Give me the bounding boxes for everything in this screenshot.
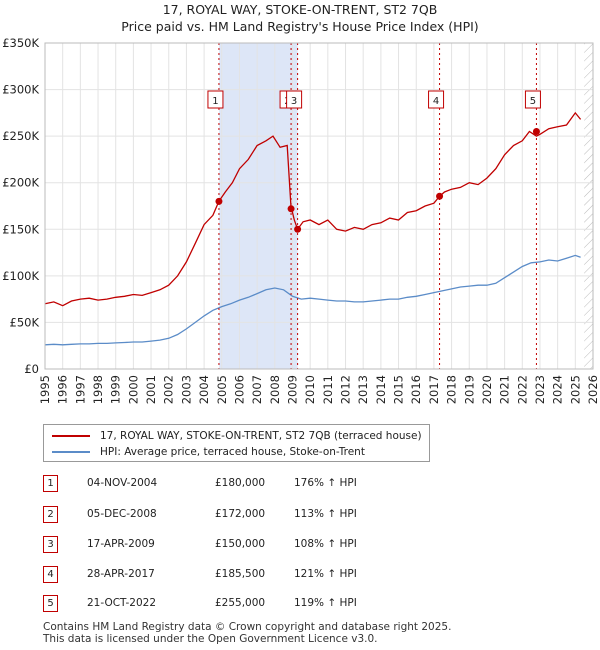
sale-number-badge: 2 [43, 506, 58, 523]
y-tick-label: £350K [2, 36, 39, 50]
sale-hpi-change: 176% ↑ HPI [294, 477, 357, 489]
legend-item-property: 17, ROYAL WAY, STOKE-ON-TRENT, ST2 7QB (… [52, 428, 422, 444]
y-tick-label: £200K [2, 176, 39, 190]
x-tick-label: 1996 [56, 375, 70, 404]
sale-price: £255,000 [215, 597, 266, 609]
x-tick-label: 2001 [144, 375, 158, 404]
x-tick-label: 2011 [321, 375, 335, 404]
sale-hpi-change: 113% ↑ HPI [294, 508, 357, 520]
x-tick-label: 2025 [568, 375, 582, 404]
x-tick-label: 2003 [179, 375, 193, 404]
table-row: 1 04-NOV-2004 £180,000 176% ↑ HPI [43, 475, 463, 495]
legend-label-hpi: HPI: Average price, terraced house, Stok… [100, 446, 365, 458]
sale-point [436, 192, 444, 200]
sale-date: 04-NOV-2004 [87, 477, 158, 489]
sale-number-badge: 1 [43, 475, 58, 492]
sale-number-badge: 5 [43, 595, 58, 612]
y-tick-label: £50K [10, 315, 40, 329]
sale-price: £150,000 [215, 538, 266, 550]
x-tick-label: 2017 [427, 375, 441, 404]
sale-date: 21-OCT-2022 [87, 597, 156, 609]
table-row: 4 28-APR-2017 £185,500 121% ↑ HPI [43, 566, 463, 586]
table-row: 3 17-APR-2009 £150,000 108% ↑ HPI [43, 536, 463, 556]
x-tick-label: 2020 [480, 375, 494, 404]
x-tick-label: 1995 [38, 375, 52, 404]
sale-label-box [428, 90, 445, 109]
sale-label-box [524, 90, 541, 109]
sale-label: 4 [433, 96, 439, 107]
sale-point [532, 127, 540, 135]
table-row: 2 05-DEC-2008 £172,000 113% ↑ HPI [43, 506, 463, 526]
sale-point [215, 197, 223, 205]
x-tick-label: 2019 [462, 375, 476, 404]
sale-label: 3 [291, 96, 297, 107]
sale-hpi-change: 108% ↑ HPI [294, 538, 357, 550]
x-tick-label: 1998 [91, 375, 105, 404]
x-tick-label: 2009 [285, 375, 299, 404]
footer-line-copyright: Contains HM Land Registry data © Crown c… [43, 621, 452, 633]
x-tick-label: 1997 [73, 375, 87, 404]
sale-hpi-change: 121% ↑ HPI [294, 568, 357, 580]
legend-swatch-hpi [52, 451, 90, 453]
sale-point [287, 205, 295, 213]
sale-number-badge: 4 [43, 566, 58, 583]
chart-subtitle: Price paid vs. HM Land Registry's House … [121, 19, 478, 34]
plot-border [44, 42, 594, 370]
legend-swatch-property [52, 435, 90, 437]
y-tick-label: £150K [2, 222, 39, 236]
x-tick-label: 2015 [392, 375, 406, 404]
x-tick-label: 2006 [232, 375, 246, 404]
x-tick-label: 2021 [498, 375, 512, 404]
x-tick-label: 2026 [586, 375, 600, 404]
x-tick-label: 1999 [109, 375, 123, 404]
chart-title: 17, ROYAL WAY, STOKE-ON-TRENT, ST2 7QB [163, 2, 438, 17]
x-tick-label: 2002 [162, 375, 176, 404]
x-tick-label: 2007 [250, 375, 264, 404]
y-tick-label: £0 [24, 362, 39, 376]
sale-point [294, 225, 302, 233]
y-tick-label: £100K [2, 269, 39, 283]
property-series-line [44, 111, 582, 307]
future-hatch [584, 43, 593, 369]
legend-label-property: 17, ROYAL WAY, STOKE-ON-TRENT, ST2 7QB (… [100, 430, 422, 442]
plot-area [45, 43, 593, 369]
x-tick-label: 2005 [215, 375, 229, 404]
x-tick-label: 2010 [303, 375, 317, 404]
sale-date: 28-APR-2017 [87, 568, 155, 580]
sale-hpi-change: 119% ↑ HPI [294, 597, 357, 609]
sale-date: 17-APR-2009 [87, 538, 155, 550]
sale-date: 05-DEC-2008 [87, 508, 157, 520]
x-tick-label: 2012 [339, 375, 353, 404]
x-tick-label: 2018 [445, 375, 459, 404]
x-tick-label: 2024 [551, 375, 565, 404]
sale-price: £180,000 [215, 477, 266, 489]
x-tick-label: 2023 [533, 375, 547, 404]
x-tick-label: 2004 [197, 375, 211, 404]
price-chart: 17, ROYAL WAY, STOKE-ON-TRENT, ST2 7QB P… [2, 2, 600, 404]
y-tick-label: £250K [2, 129, 39, 143]
x-tick-label: 2022 [515, 375, 529, 404]
x-tick-label: 2000 [126, 375, 140, 404]
legend-item-hpi: HPI: Average price, terraced house, Stok… [52, 444, 365, 460]
x-tick-label: 2013 [356, 375, 370, 404]
sale-label: 1 [212, 96, 218, 107]
sale-label: 5 [530, 96, 536, 107]
sale-price: £172,000 [215, 508, 266, 520]
footer-line-licence: This data is licensed under the Open Gov… [43, 633, 378, 645]
y-tick-label: £300K [2, 83, 39, 97]
sale-label-box [207, 90, 224, 109]
chart-legend: 17, ROYAL WAY, STOKE-ON-TRENT, ST2 7QB (… [43, 424, 430, 462]
hpi-series-line [44, 254, 581, 346]
sale-label-box [286, 90, 303, 109]
table-row: 5 21-OCT-2022 £255,000 119% ↑ HPI [43, 595, 463, 615]
x-tick-label: 2016 [409, 375, 423, 404]
sale-number-badge: 3 [43, 536, 58, 553]
sale-price: £185,500 [215, 568, 266, 580]
x-tick-label: 2008 [268, 375, 282, 404]
footer-credits: Contains HM Land Registry data © Crown c… [43, 621, 451, 645]
x-tick-label: 2014 [374, 375, 388, 404]
